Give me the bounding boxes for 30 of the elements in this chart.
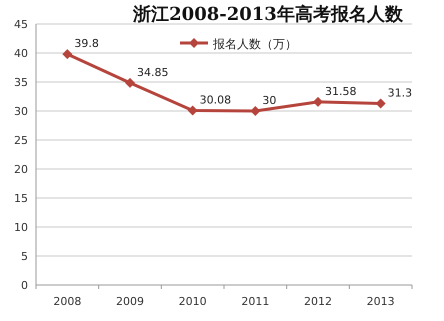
point [313,96,323,107]
point [188,106,198,116]
x-tick-label: 2013 [366,295,395,308]
y-tick-label: 20 [14,163,28,176]
data-label: 39.8 [74,37,99,50]
y-tick-label: 0 [21,279,28,292]
y-tick-label: 15 [14,192,28,205]
y-tick-label: 5 [21,250,28,263]
chart-title: 浙江2008-2013年高考报名人数 [132,4,404,25]
y-tick-label: 40 [14,47,28,60]
x-tick-label: 2009 [116,295,144,308]
data-label: 34.85 [137,66,168,79]
data-label: 30.08 [200,94,232,107]
y-tick-label: 35 [14,76,28,89]
y-tick-label: 10 [14,221,28,234]
x-tick-label: 2011 [241,295,270,308]
x-tick-label: 2012 [304,295,332,308]
point [376,98,386,108]
point [125,78,135,88]
legend-label: 报名人数（万） [212,37,297,51]
point [250,106,260,116]
y-tick-label: 30 [14,105,28,118]
data-label: 30 [262,94,276,107]
point [62,49,72,60]
data-label: 31.58 [325,84,356,98]
x-tick-label: 2010 [178,295,207,308]
data-label: 31.3 [388,86,412,100]
y-tick-label: 25 [14,134,28,147]
x-tick-label: 2008 [53,295,82,308]
y-tick-label: 45 [14,18,28,31]
